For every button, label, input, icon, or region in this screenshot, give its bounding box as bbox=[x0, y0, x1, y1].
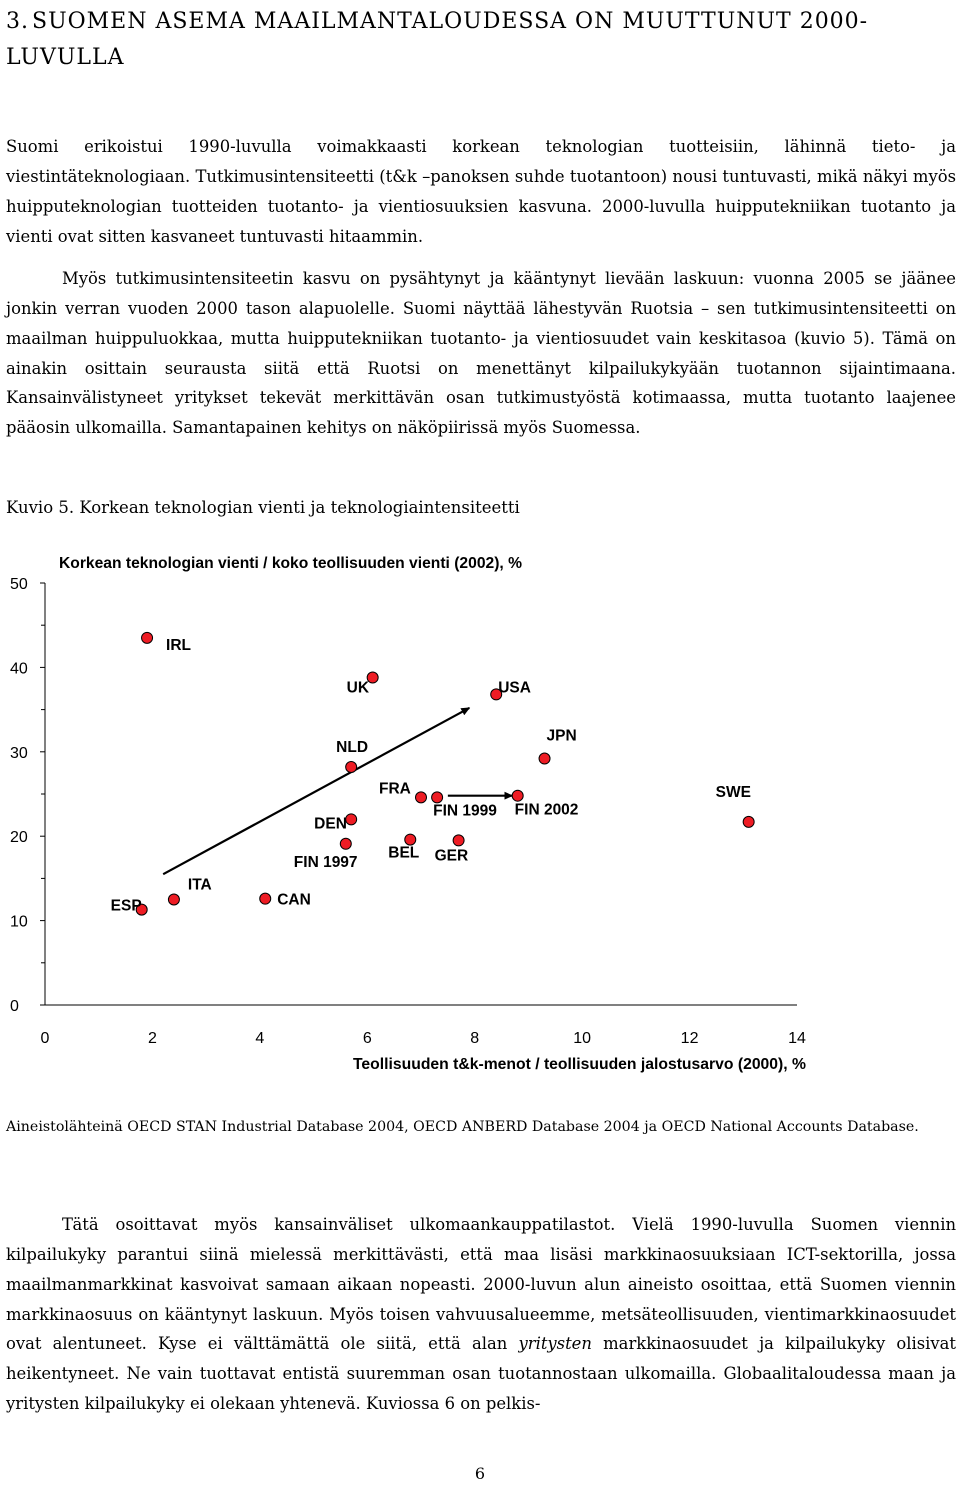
page-number: 6 bbox=[474, 1464, 486, 1483]
y-tick-label: 20 bbox=[10, 829, 28, 846]
data-point bbox=[452, 834, 465, 847]
x-axis-label: Teollisuuden t&k-menot / teollisuuden ja… bbox=[353, 1056, 806, 1073]
y-tick-label: 50 bbox=[10, 576, 28, 593]
data-point bbox=[404, 833, 417, 846]
data-point-label: FIN 2002 bbox=[515, 802, 579, 819]
paragraph-3-text-end: markkinaosuudet ja kilpailukyky olisivat… bbox=[6, 1334, 957, 1413]
paragraph-2: Myös tutkimusintensiteetin kasvu on pysä… bbox=[6, 264, 956, 442]
chart-title: Korkean teknologian vienti / koko teolli… bbox=[59, 555, 522, 572]
data-point bbox=[345, 813, 358, 826]
trend-arrow bbox=[162, 706, 471, 876]
data-point-label: DEN bbox=[314, 815, 347, 832]
data-point-label: IRL bbox=[166, 637, 191, 654]
data-point bbox=[135, 903, 148, 916]
section-title-line1: SUOMEN ASEMA MAAILMANTALOUDESSA ON MUUTT… bbox=[32, 9, 869, 34]
data-point-label: ESP bbox=[111, 898, 142, 915]
data-point-label: USA bbox=[498, 679, 531, 696]
x-tick-label: 14 bbox=[788, 1030, 806, 1047]
y-tick-label: 0 bbox=[10, 998, 19, 1015]
data-point bbox=[511, 789, 524, 802]
data-point bbox=[259, 892, 272, 905]
data-point-label: FIN 1997 bbox=[294, 854, 358, 871]
data-point-label: JPN bbox=[547, 728, 577, 745]
data-point bbox=[141, 631, 154, 644]
data-point bbox=[431, 791, 444, 804]
paragraph-2-text: Myös tutkimusintensiteetin kasvu on pysä… bbox=[6, 269, 956, 437]
figure-caption: Kuvio 5. Korkean teknologian vienti ja t… bbox=[6, 498, 520, 517]
data-point-label: NLD bbox=[336, 739, 368, 756]
chart-points: IRL UK USA NLD JPN FRA FIN 1999 FIN 2002 SWE DEN F… bbox=[111, 631, 755, 916]
y-tick-label: 30 bbox=[10, 745, 28, 762]
y-tick-label: 10 bbox=[10, 914, 28, 931]
data-point-label: FIN 1999 bbox=[433, 802, 497, 819]
data-point bbox=[490, 688, 503, 701]
x-tick-label: 10 bbox=[573, 1030, 591, 1047]
x-tick-label: 2 bbox=[148, 1030, 157, 1047]
data-point bbox=[339, 837, 352, 850]
data-point-label: GER bbox=[435, 847, 469, 864]
scatter-chart: 0 10 20 30 40 50 0 2 4 6 8 10 12 14 IRL UK USA NLD JPN FRA… bbox=[10, 555, 806, 1073]
y-tick-label: 40 bbox=[10, 660, 28, 677]
data-point bbox=[345, 760, 358, 773]
data-point bbox=[538, 752, 551, 765]
data-point-label: UK bbox=[347, 680, 370, 697]
data-point-label: SWE bbox=[716, 784, 751, 801]
x-tick-label: 4 bbox=[255, 1030, 264, 1047]
data-point-label: BEL bbox=[388, 845, 419, 862]
source-note: Aineistolähteinä OECD STAN Industrial Da… bbox=[6, 1119, 919, 1136]
data-point-label: CAN bbox=[277, 892, 311, 909]
x-tick-label: 12 bbox=[681, 1030, 699, 1047]
paragraph-3-text-start: Tätä osoittavat myös kansainväliset ulko… bbox=[6, 1215, 956, 1354]
x-tick-label: 0 bbox=[41, 1030, 50, 1047]
paragraph-1: Suomi erikoistui 1990-luvulla voimakkaas… bbox=[6, 137, 956, 246]
data-point bbox=[167, 893, 180, 906]
data-point-label: FRA bbox=[379, 780, 411, 797]
paragraph-3-emphasis: yritysten bbox=[518, 1334, 592, 1354]
data-point bbox=[742, 815, 755, 828]
chart-axes: 0 10 20 30 40 50 0 2 4 6 8 10 12 14 bbox=[10, 576, 806, 1047]
data-point bbox=[366, 671, 379, 684]
paragraph-3: Tätä osoittavat myös kansainväliset ulko… bbox=[6, 1210, 956, 1418]
data-point bbox=[415, 791, 427, 804]
x-tick-label: 8 bbox=[470, 1030, 479, 1047]
section-title-line2: LUVULLA bbox=[6, 45, 125, 70]
x-tick-label: 6 bbox=[363, 1030, 372, 1047]
data-point-label: ITA bbox=[188, 877, 212, 894]
section-heading: 3. SUOMEN ASEMA MAAILMANTALOUDESSA ON MUU… bbox=[6, 4, 946, 70]
section-number: 3. bbox=[6, 9, 29, 34]
chart-arrows bbox=[162, 706, 514, 876]
